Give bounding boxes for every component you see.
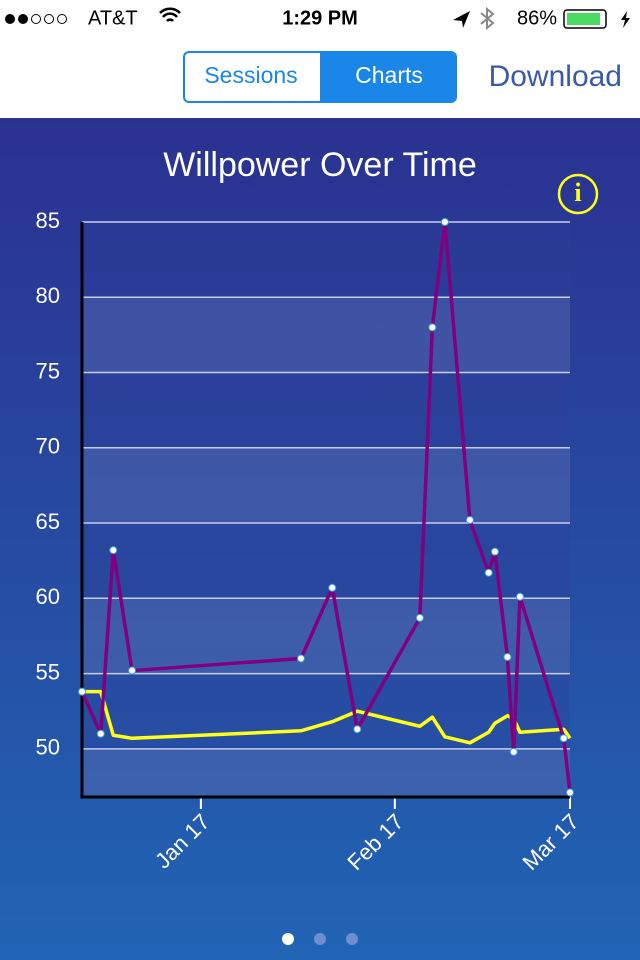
data-point — [440, 218, 449, 226]
clock: 1:29 PM — [282, 7, 358, 29]
bluetooth-icon — [480, 6, 495, 31]
data-point — [566, 788, 574, 797]
chart-title: Willpower Over Time — [163, 146, 477, 184]
data-point — [128, 666, 137, 675]
y-tick-label: 60 — [36, 584, 60, 609]
y-tick-label: 85 — [36, 208, 60, 233]
data-point — [328, 583, 337, 592]
y-tick-label: 70 — [36, 434, 60, 459]
data-point — [559, 734, 568, 743]
data-point — [515, 592, 524, 601]
wifi-icon — [159, 7, 181, 22]
charging-icon — [621, 11, 630, 28]
segment-selected — [320, 53, 455, 101]
battery-level — [567, 13, 600, 25]
info-button[interactable] — [557, 173, 599, 215]
data-point — [509, 747, 518, 756]
segment-charts[interactable]: Charts — [355, 62, 423, 88]
battery — [563, 9, 607, 29]
data-point — [428, 323, 437, 332]
data-point — [465, 516, 474, 525]
data-point — [96, 729, 105, 738]
segment-sessions[interactable]: Sessions — [204, 62, 297, 88]
plot-band — [82, 748, 570, 797]
plot-band — [82, 447, 570, 524]
data-point — [353, 725, 362, 734]
data-point — [490, 547, 499, 556]
plot-band — [82, 372, 570, 448]
carrier: AT&T — [88, 7, 138, 29]
chart-bg — [0, 118, 640, 960]
location-icon — [453, 11, 470, 28]
data-point — [503, 653, 512, 662]
battery-percent: 86% — [517, 7, 557, 29]
y-tick-label: 75 — [36, 358, 60, 383]
y-tick-label: 55 — [36, 659, 60, 684]
download-button[interactable]: Download — [489, 60, 622, 93]
data-point — [415, 613, 424, 622]
info-label[interactable]: i — [574, 178, 581, 207]
y-tick-label: 50 — [36, 735, 60, 760]
plot-band — [82, 598, 570, 674]
axes — [80, 222, 570, 799]
data-point — [296, 654, 305, 663]
data-point — [78, 687, 86, 696]
signal — [5, 14, 67, 24]
data-point — [109, 546, 118, 555]
y-tick-label: 80 — [36, 283, 60, 308]
plot-band — [82, 523, 570, 599]
plot-band — [82, 297, 570, 373]
data-point — [484, 568, 493, 577]
y-tick-label: 65 — [36, 509, 60, 534]
page-indicator — [282, 933, 358, 945]
plot-band — [82, 222, 570, 298]
series-line — [80, 220, 572, 793]
